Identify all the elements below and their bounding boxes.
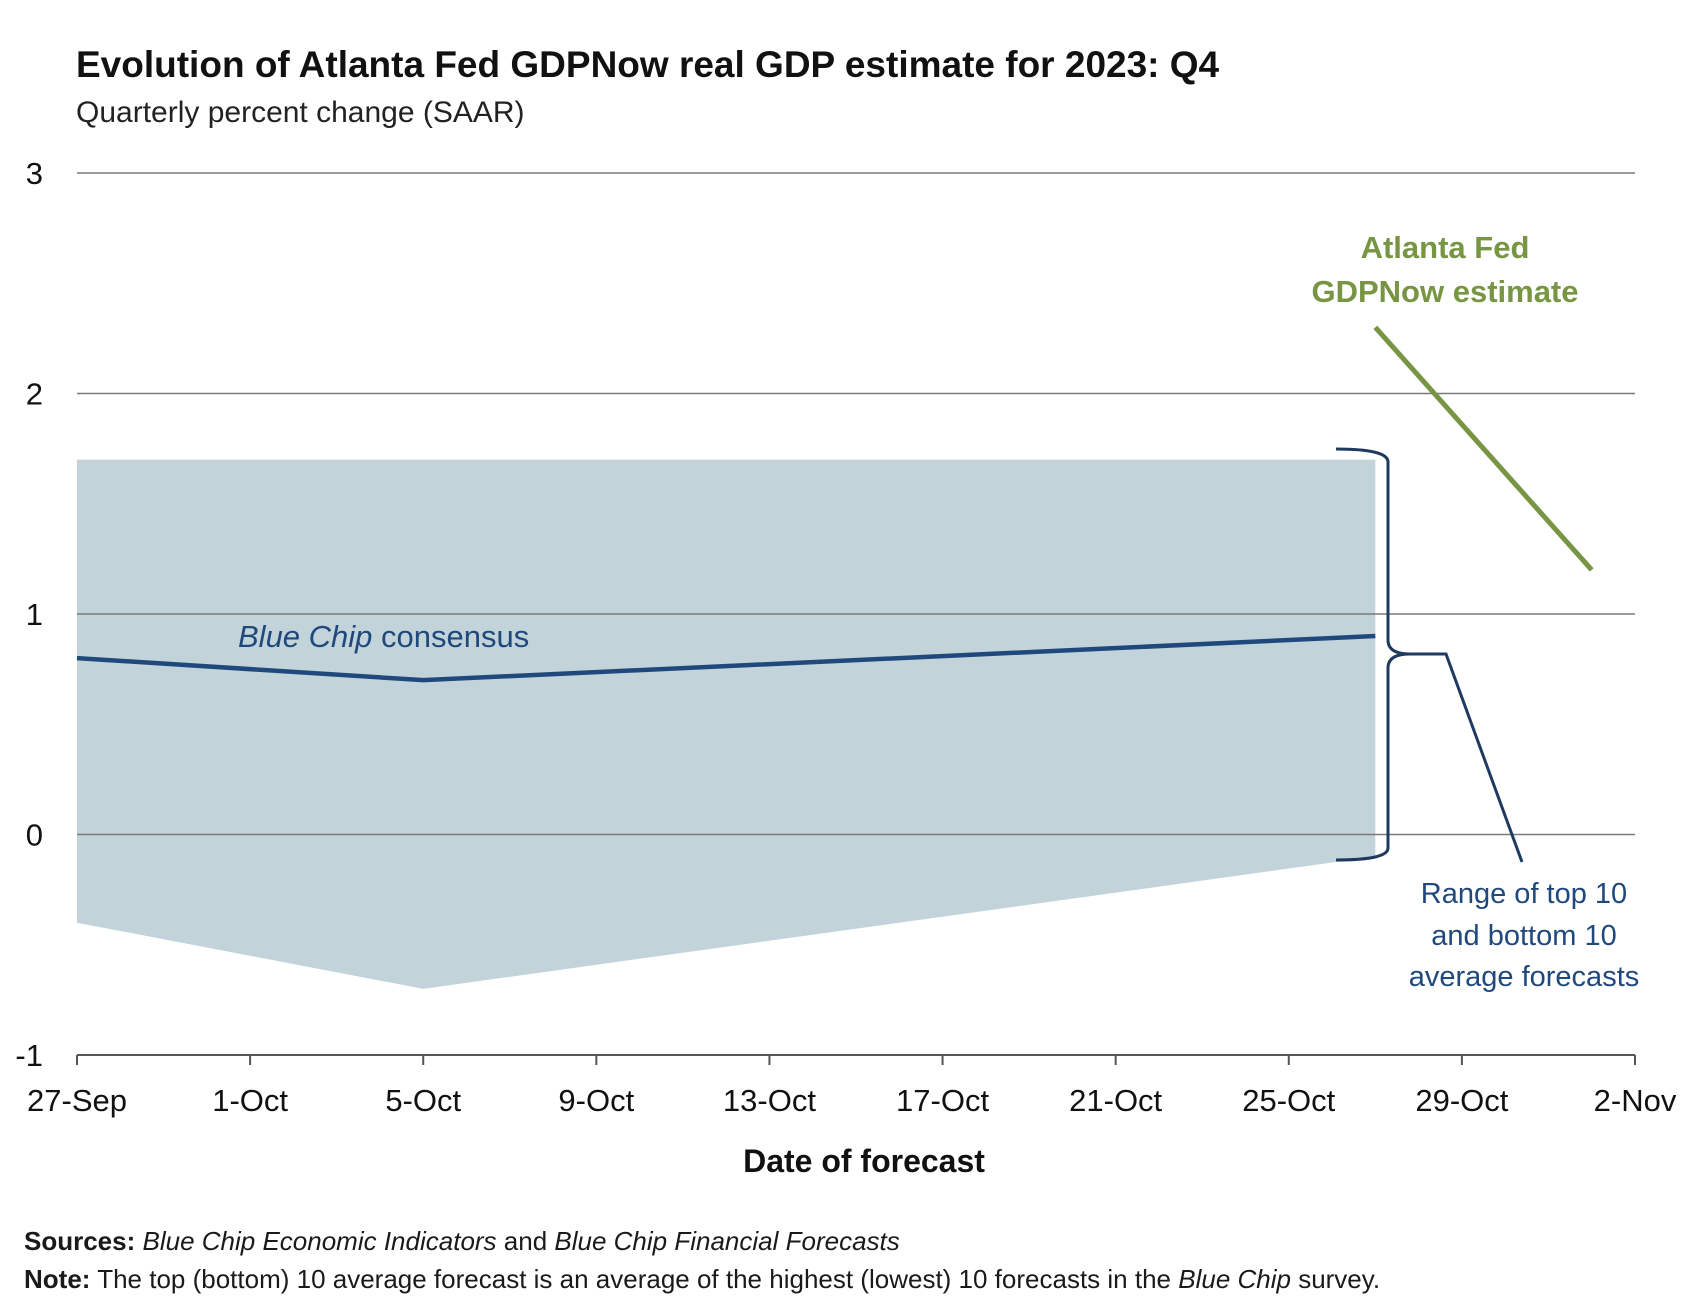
x-axis-label: Date of forecast — [743, 1143, 985, 1179]
x-tick-label-5-Oct: 5-Oct — [385, 1083, 461, 1118]
chart-title: Evolution of Atlanta Fed GDPNow real GDP… — [76, 44, 1220, 85]
forecast-range-band — [77, 459, 1376, 989]
y-tick-label-0: 0 — [26, 818, 43, 853]
x-tick-label-27-Sep: 27-Sep — [27, 1083, 127, 1118]
x-tick-label-17-Oct: 17-Oct — [896, 1083, 989, 1118]
chart-subtitle: Quarterly percent change (SAAR) — [76, 96, 525, 129]
x-tick-label-2-Nov: 2-Nov — [1594, 1083, 1677, 1118]
range-label-line1: Range of top 10 — [1421, 878, 1627, 910]
x-tick-label-25-Oct: 25-Oct — [1242, 1083, 1335, 1118]
x-tick-label-9-Oct: 9-Oct — [558, 1083, 634, 1118]
consensus-label: Blue Chip consensus — [238, 619, 529, 654]
sources-line: Sources: Blue Chip Economic Indicators a… — [24, 1226, 900, 1256]
x-tick-label-1-Oct: 1-Oct — [212, 1083, 288, 1118]
y-tick-label-2: 2 — [26, 377, 43, 412]
y-tick-label-3: 3 — [26, 156, 43, 191]
x-tick-label-21-Oct: 21-Oct — [1069, 1083, 1162, 1118]
range-label-line3: average forecasts — [1409, 961, 1640, 993]
y-tick-label--1: -1 — [15, 1038, 43, 1073]
range-leader-line — [1410, 652, 1524, 863]
gdp-chart: 3 2 1 0 -1 27-Sep 1-Oct 5-Oct 9-Oct 13-Oct 17-Oct… — [15, 156, 1677, 1179]
range-label-line2: and bottom 10 — [1431, 920, 1616, 952]
series-line-gdpnow-estimate — [1373, 325, 1594, 572]
gdpnow-label-line1: Atlanta Fed — [1361, 230, 1530, 265]
chart-footer: Sources: Blue Chip Economic Indicators a… — [24, 1222, 1380, 1298]
note-line: Note: The top (bottom) 10 average foreca… — [24, 1264, 1381, 1294]
gdpnow-label-line2: GDPNow estimate — [1311, 274, 1578, 309]
x-tick-label-29-Oct: 29-Oct — [1415, 1083, 1508, 1118]
series-line-blue-chip-consensus — [76, 633, 1376, 683]
y-tick-label-1: 1 — [26, 597, 43, 632]
x-tick-label-13-Oct: 13-Oct — [723, 1083, 816, 1118]
